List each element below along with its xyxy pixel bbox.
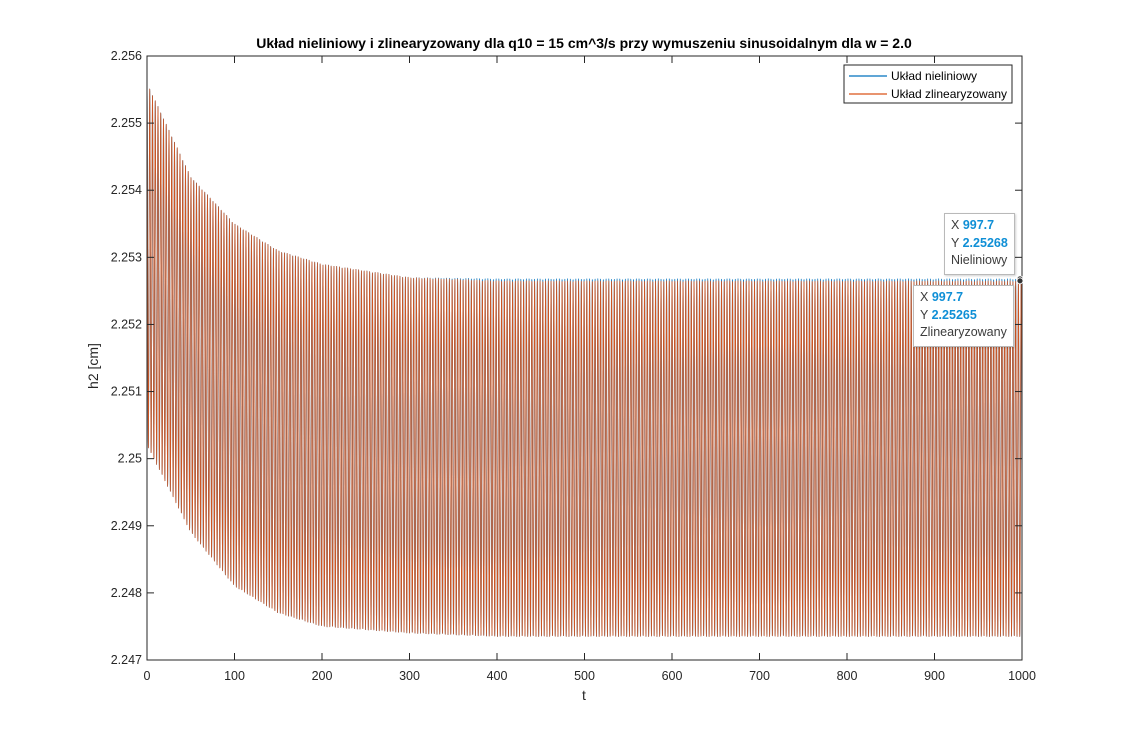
x-tick-label: 300 xyxy=(399,669,420,683)
x-tick-label: 1000 xyxy=(1008,669,1036,683)
y-tick-label: 2.254 xyxy=(111,183,142,197)
datatip-x-value: 997.7 xyxy=(962,218,995,232)
datatip-nonlinear[interactable]: X 997.7 Y 2.25268 Nieliniowy xyxy=(944,213,1015,275)
x-tick-label: 800 xyxy=(837,669,858,683)
x-axis-label: t xyxy=(582,687,586,703)
y-tick-label: 2.255 xyxy=(111,116,142,130)
datatip-y-row: Y 2.25268 xyxy=(951,235,1008,253)
datatip-y-label: Y xyxy=(951,235,960,250)
datatip-x-row: X 997.7 xyxy=(920,289,1007,307)
datatip-y-label: Y xyxy=(920,307,929,322)
y-tick-label: 2.25 xyxy=(118,452,142,466)
chart-title: Układ nieliniowy i zlinearyzowany dla q1… xyxy=(256,35,912,51)
x-tick-label: 700 xyxy=(749,669,770,683)
y-tick-label: 2.247 xyxy=(111,653,142,667)
datatip-x-row: X 997.7 xyxy=(951,217,1008,235)
y-tick-label: 2.248 xyxy=(111,586,142,600)
x-tick-label: 0 xyxy=(144,669,151,683)
legend-label-nonlinear: Układ nieliniowy xyxy=(891,69,977,83)
datatip-x-label: X xyxy=(920,290,929,304)
datatip-marker xyxy=(1016,277,1024,285)
x-tick-label: 400 xyxy=(487,669,508,683)
y-tick-label: 2.252 xyxy=(111,317,142,331)
legend-label-linearized: Układ zlinearyzowany xyxy=(891,87,1007,101)
datatip-y-value: 2.25265 xyxy=(931,307,977,322)
y-tick-label: 2.256 xyxy=(111,49,142,63)
plot-area[interactable]: 0 100 200 300 400 500 600 700 800 900 1000 2.247 2.2… xyxy=(111,49,1036,683)
datatip-linearized[interactable]: X 997.7 Y 2.25265 Zlinearyzowany xyxy=(913,285,1014,347)
datatip-y-value: 2.25268 xyxy=(962,235,1008,250)
datatip-y-row: Y 2.25265 xyxy=(920,307,1007,325)
x-tick-label: 900 xyxy=(924,669,945,683)
x-tick-label: 200 xyxy=(312,669,333,683)
datatip-series-name: Nieliniowy xyxy=(951,253,1008,267)
series-line-linearized xyxy=(146,82,1023,637)
legend[interactable]: Układ nieliniowy Układ zlinearyzowany xyxy=(843,64,1013,104)
y-tick-label: 2.251 xyxy=(111,385,142,399)
y-tick-label: 2.249 xyxy=(111,519,142,533)
datatip-x-label: X xyxy=(951,218,960,232)
legend-box xyxy=(843,64,1013,104)
x-tick-label: 100 xyxy=(224,669,245,683)
x-tick-label: 600 xyxy=(662,669,683,683)
x-tick-label: 500 xyxy=(574,669,595,683)
y-tick-label: 2.253 xyxy=(111,250,142,264)
datatip-series-name: Zlinearyzowany xyxy=(920,325,1007,339)
datatip-x-value: 997.7 xyxy=(931,290,964,304)
y-axis-label: h2 [cm] xyxy=(85,343,101,389)
